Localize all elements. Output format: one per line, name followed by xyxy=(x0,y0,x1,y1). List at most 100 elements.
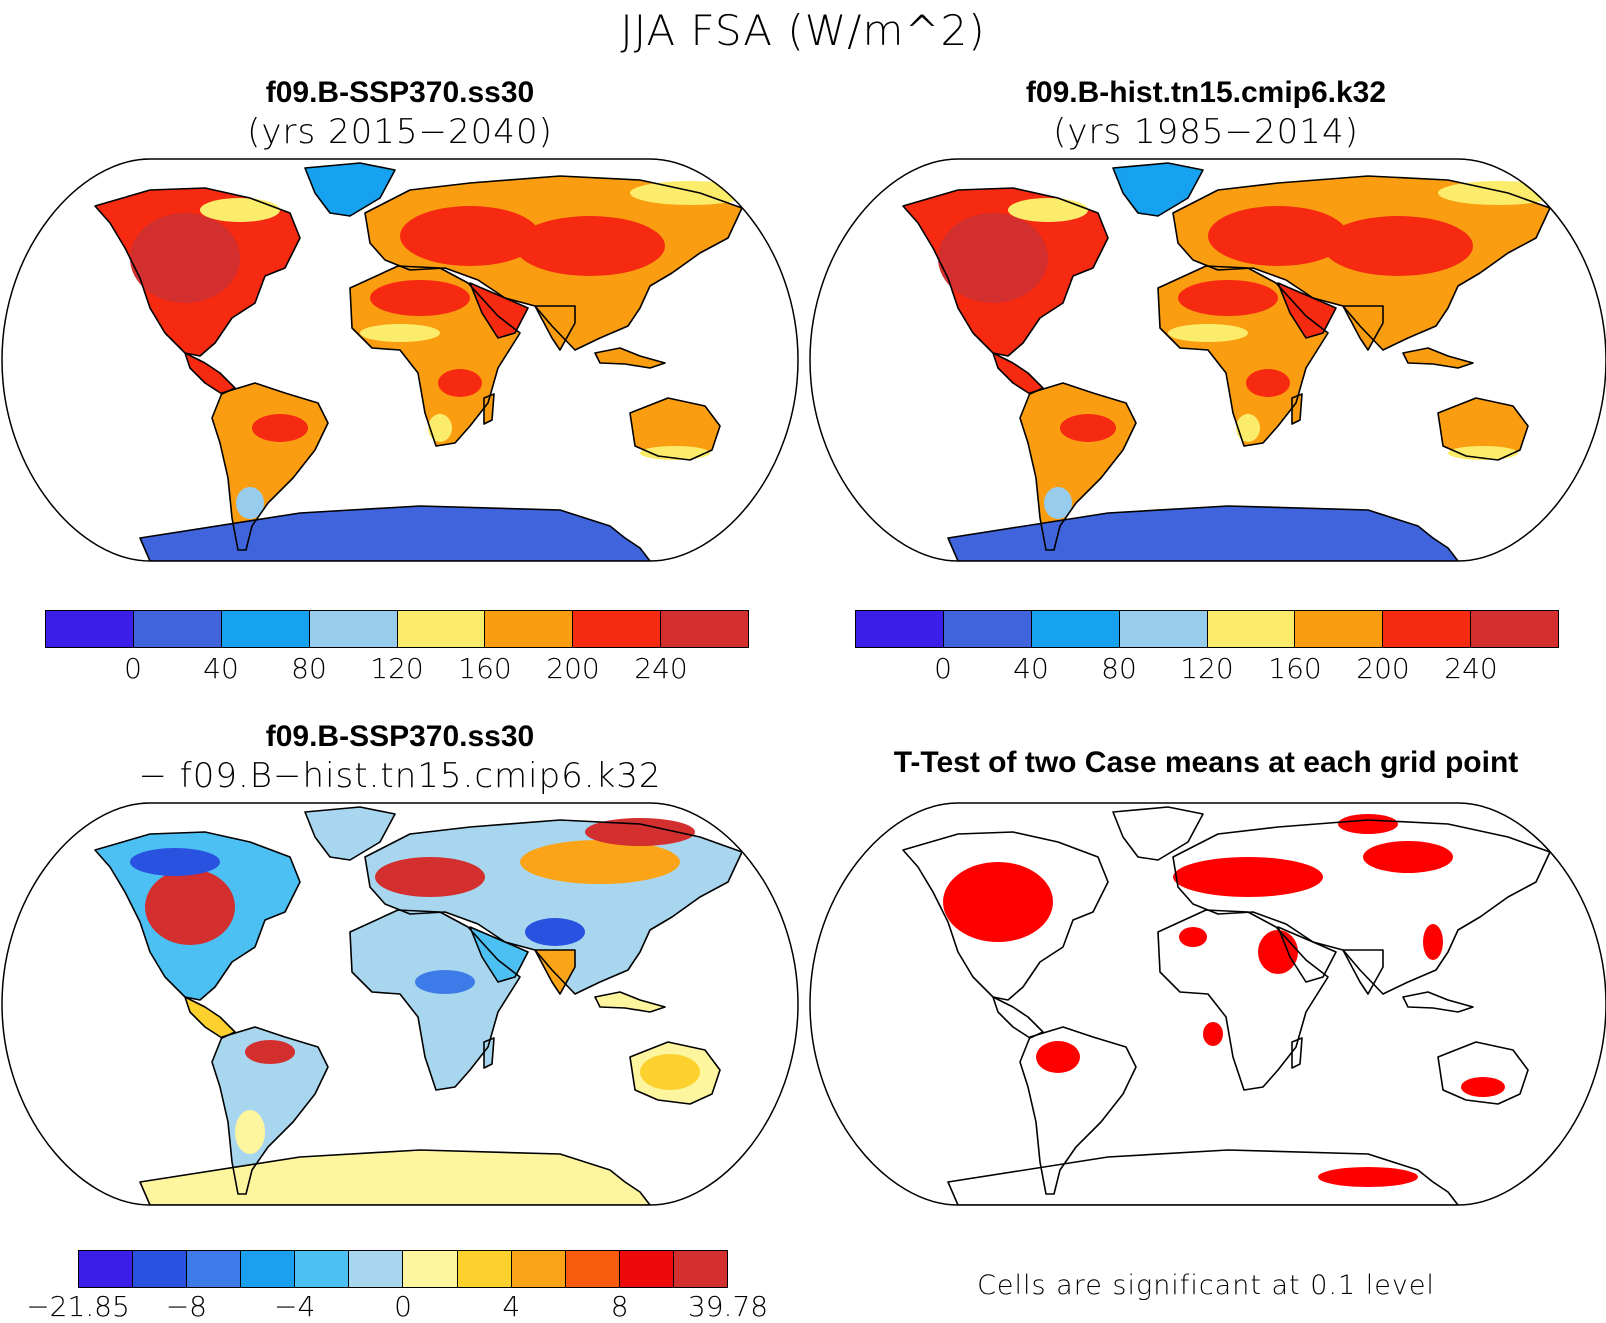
panel3-map xyxy=(1,802,799,1206)
panel1-sahara-hotspot xyxy=(370,280,470,316)
panel4-madagascar-coastline xyxy=(1291,1037,1303,1069)
panel3-india-coastline xyxy=(534,949,576,995)
panel2-colorbar-swatch xyxy=(1471,611,1558,647)
panel2-colorbar-tick-label: 40 xyxy=(1013,652,1049,685)
panel2-centralAmerica-land xyxy=(993,353,1043,394)
panel3-argentina-warm xyxy=(235,1110,265,1154)
panel3-europe-warm xyxy=(375,857,485,897)
panel4-africa-coastline xyxy=(1157,909,1329,1091)
panel1-colorbar-swatch xyxy=(661,611,748,647)
panel3-colorbar-tick-label: −4 xyxy=(274,1290,316,1323)
panel1-colorbar-ticks: 0 40 80 120 160 200 240 xyxy=(45,652,749,688)
panel2-northAmerica-coastline xyxy=(902,187,1109,357)
panel3-globe-border xyxy=(1,802,799,1206)
panel2-antarctica-land xyxy=(948,506,1458,561)
panel1-canada-band xyxy=(200,198,280,222)
panel2-map xyxy=(809,158,1606,562)
panel1-northAmerica-coastline xyxy=(94,187,301,357)
panel2-colorbar-tick-label: 120 xyxy=(1180,652,1234,685)
panel2-patagonia-band xyxy=(1044,487,1072,519)
panel3-arabia-coastline xyxy=(469,926,529,983)
panel2-colorbar-ticks: 0 40 80 120 160 200 240 xyxy=(855,652,1559,688)
panel1-colorbar-swatch xyxy=(221,611,310,647)
panel1-eurasia-coastline xyxy=(364,175,743,351)
panel1-colorbar-swatch xyxy=(397,611,486,647)
panel1-colorbar-tick-label: 40 xyxy=(203,652,239,685)
panel2-colorbar-tick-label: 0 xyxy=(934,652,952,685)
panel3-southAmerica-land xyxy=(212,1027,328,1194)
panel3-tibet-cool xyxy=(525,918,585,946)
panel3-seAsiaIsles-coastline xyxy=(594,991,666,1013)
panel3-colorbar-tick-label: 8 xyxy=(610,1290,629,1323)
panel3-africa-land xyxy=(350,910,520,1090)
panel4-globe-border xyxy=(809,802,1606,1206)
panel1-africa-coastline xyxy=(349,265,521,447)
panel3-antarctica-coastline xyxy=(139,1149,651,1205)
panel3-australia-warm xyxy=(640,1054,700,1090)
panel1-amazon-hotspot xyxy=(252,414,308,442)
panel4-antarctica-significant xyxy=(1318,1167,1418,1187)
panel3-centralAmerica-land xyxy=(185,997,235,1038)
panel4-australia-significant xyxy=(1461,1077,1505,1097)
panel2-arabia-coastline xyxy=(1277,282,1337,339)
panel2-south-africa-band xyxy=(1236,414,1260,442)
panel2-europe-hotspot xyxy=(1208,206,1348,266)
panel3-north-america-warm xyxy=(145,869,235,945)
panel3-colorbar-tick-label: 4 xyxy=(502,1290,521,1323)
panel3-madagascar-coastline xyxy=(483,1037,495,1069)
panel4-amazon-significant xyxy=(1036,1041,1080,1073)
panel3-colorbar-tick-label: 0 xyxy=(394,1290,412,1323)
panel2-australia-coastline xyxy=(1437,397,1529,461)
panel3-colorbar-swatch xyxy=(619,1251,674,1287)
panel4-eurasia-coastline xyxy=(1172,819,1551,995)
panel4-antarctica-land xyxy=(948,1150,1458,1205)
panel1-north-america-hotspot xyxy=(130,213,240,303)
panel3-siberia-warm xyxy=(585,818,695,846)
panel4-europe-significant xyxy=(1173,857,1323,897)
panel3-africa-coastline xyxy=(349,909,521,1091)
panel2-greenland-coastline xyxy=(1112,162,1204,217)
panel1-africa-hotspot xyxy=(438,369,482,397)
panel3-colorbar-swatch xyxy=(673,1251,727,1287)
panel3-colorbar-swatch xyxy=(79,1251,134,1287)
panel3-colorbar-swatch xyxy=(241,1251,296,1287)
panel1-colorbar-tick-label: 160 xyxy=(458,652,512,685)
panel2-colorbar-swatch xyxy=(1383,611,1472,647)
panel3-sahel-cool xyxy=(415,970,475,994)
panel1-india-coastline xyxy=(534,305,576,351)
panel2-antarctica-coastline xyxy=(947,505,1459,561)
panel2-india-coastline xyxy=(1342,305,1384,351)
panel3-northAmerica-coastline xyxy=(94,831,301,1001)
panel2-colorbar-swatch xyxy=(1295,611,1384,647)
panel4-middle-east-significant xyxy=(1258,930,1298,974)
figure-title: JJA FSA (W/m^2) xyxy=(620,6,986,55)
panel2-australia-land xyxy=(1438,398,1528,460)
panel3-title: f09.B-SSP370.ss30 xyxy=(265,720,535,753)
panel3-arabia-land xyxy=(470,927,528,982)
panel2-colorbar-swatch xyxy=(1207,611,1296,647)
panel1-antarctica-coastline xyxy=(139,505,651,561)
panel2-madagascar-coastline xyxy=(1291,393,1303,425)
panel4-southAmerica-coastline xyxy=(1019,1026,1137,1195)
panel2-colorbar-tick-label: 160 xyxy=(1268,652,1322,685)
panel1-colorbar-swatch xyxy=(309,611,398,647)
panel3-colorbar-swatch xyxy=(403,1251,458,1287)
panel2-title: f09.B-hist.tn15.cmip6.k32 xyxy=(1025,76,1387,109)
panel1-australia-land xyxy=(630,398,720,460)
panel2-siberia-band xyxy=(1438,181,1558,205)
panel1-colorbar xyxy=(45,610,749,648)
panel3-colorbar-ticks: −21.85 −8 −4 0 4 8 39.78 xyxy=(26,1290,768,1323)
panel2-colorbar-swatch xyxy=(1031,611,1120,647)
panel4-sahara-significant xyxy=(1179,927,1207,947)
panel1-europe-hotspot xyxy=(400,206,540,266)
panel2-colorbar-tick-label: 200 xyxy=(1356,652,1410,685)
panel2-seAsiaIsles-coastline xyxy=(1402,347,1474,369)
panel1-central-asia-hotspot xyxy=(515,216,665,276)
panel3-colorbar-swatch xyxy=(295,1251,350,1287)
panel1-colorbar-tick-label: 0 xyxy=(124,652,142,685)
panel2-subtitle: (yrs 1985−2014) xyxy=(1053,112,1359,152)
panel4-centralAmerica-land xyxy=(993,997,1043,1038)
panel1-colorbar-swatch xyxy=(46,611,134,647)
panel1-subtitle: (yrs 2015−2040) xyxy=(247,112,553,152)
panel2-north-america-hotspot xyxy=(938,213,1048,303)
